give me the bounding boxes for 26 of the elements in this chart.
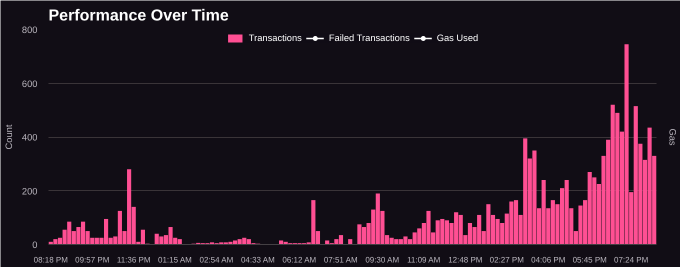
- x-tick-label: 04:06 PM: [531, 256, 566, 264]
- y-tick-label: 600: [22, 78, 38, 89]
- x-tick-label: 12:48 PM: [448, 256, 483, 264]
- x-tick-label: 09:30 AM: [365, 256, 400, 264]
- y-tick-label: 0: [32, 240, 38, 250]
- legend-label: Transactions: [248, 33, 302, 43]
- x-tick-label: 11:09 AM: [407, 256, 441, 264]
- x-tick-label: 05:45 PM: [572, 256, 608, 264]
- x-tick-label: 11:36 PM: [116, 256, 151, 264]
- x-tick-label: 02:54 AM: [200, 256, 234, 264]
- x-tick-label: 08:18 PM: [34, 256, 68, 264]
- legend-label: Gas Used: [436, 33, 478, 43]
- y2-axis-title: Gas: [668, 128, 678, 146]
- y-axis-title: Count: [4, 124, 14, 150]
- y-tick-label: 200: [22, 186, 38, 196]
- y-tick-label: 400: [22, 132, 38, 142]
- y-tick-label: 800: [22, 25, 38, 35]
- x-tick-label: 07:51 AM: [324, 256, 358, 264]
- legend-label: Failed Transactions: [328, 33, 410, 43]
- x-tick-label: 07:24 PM: [614, 256, 649, 264]
- x-tick-label: 04:33 AM: [240, 256, 276, 264]
- x-tick-label: 02:27 PM: [490, 256, 524, 264]
- chart-title: Performance Over Time: [48, 8, 229, 24]
- x-tick-label: 06:12 AM: [282, 256, 317, 264]
- x-tick-label: 09:57 PM: [75, 256, 110, 264]
- x-tick-label: 01:15 AM: [158, 256, 192, 264]
